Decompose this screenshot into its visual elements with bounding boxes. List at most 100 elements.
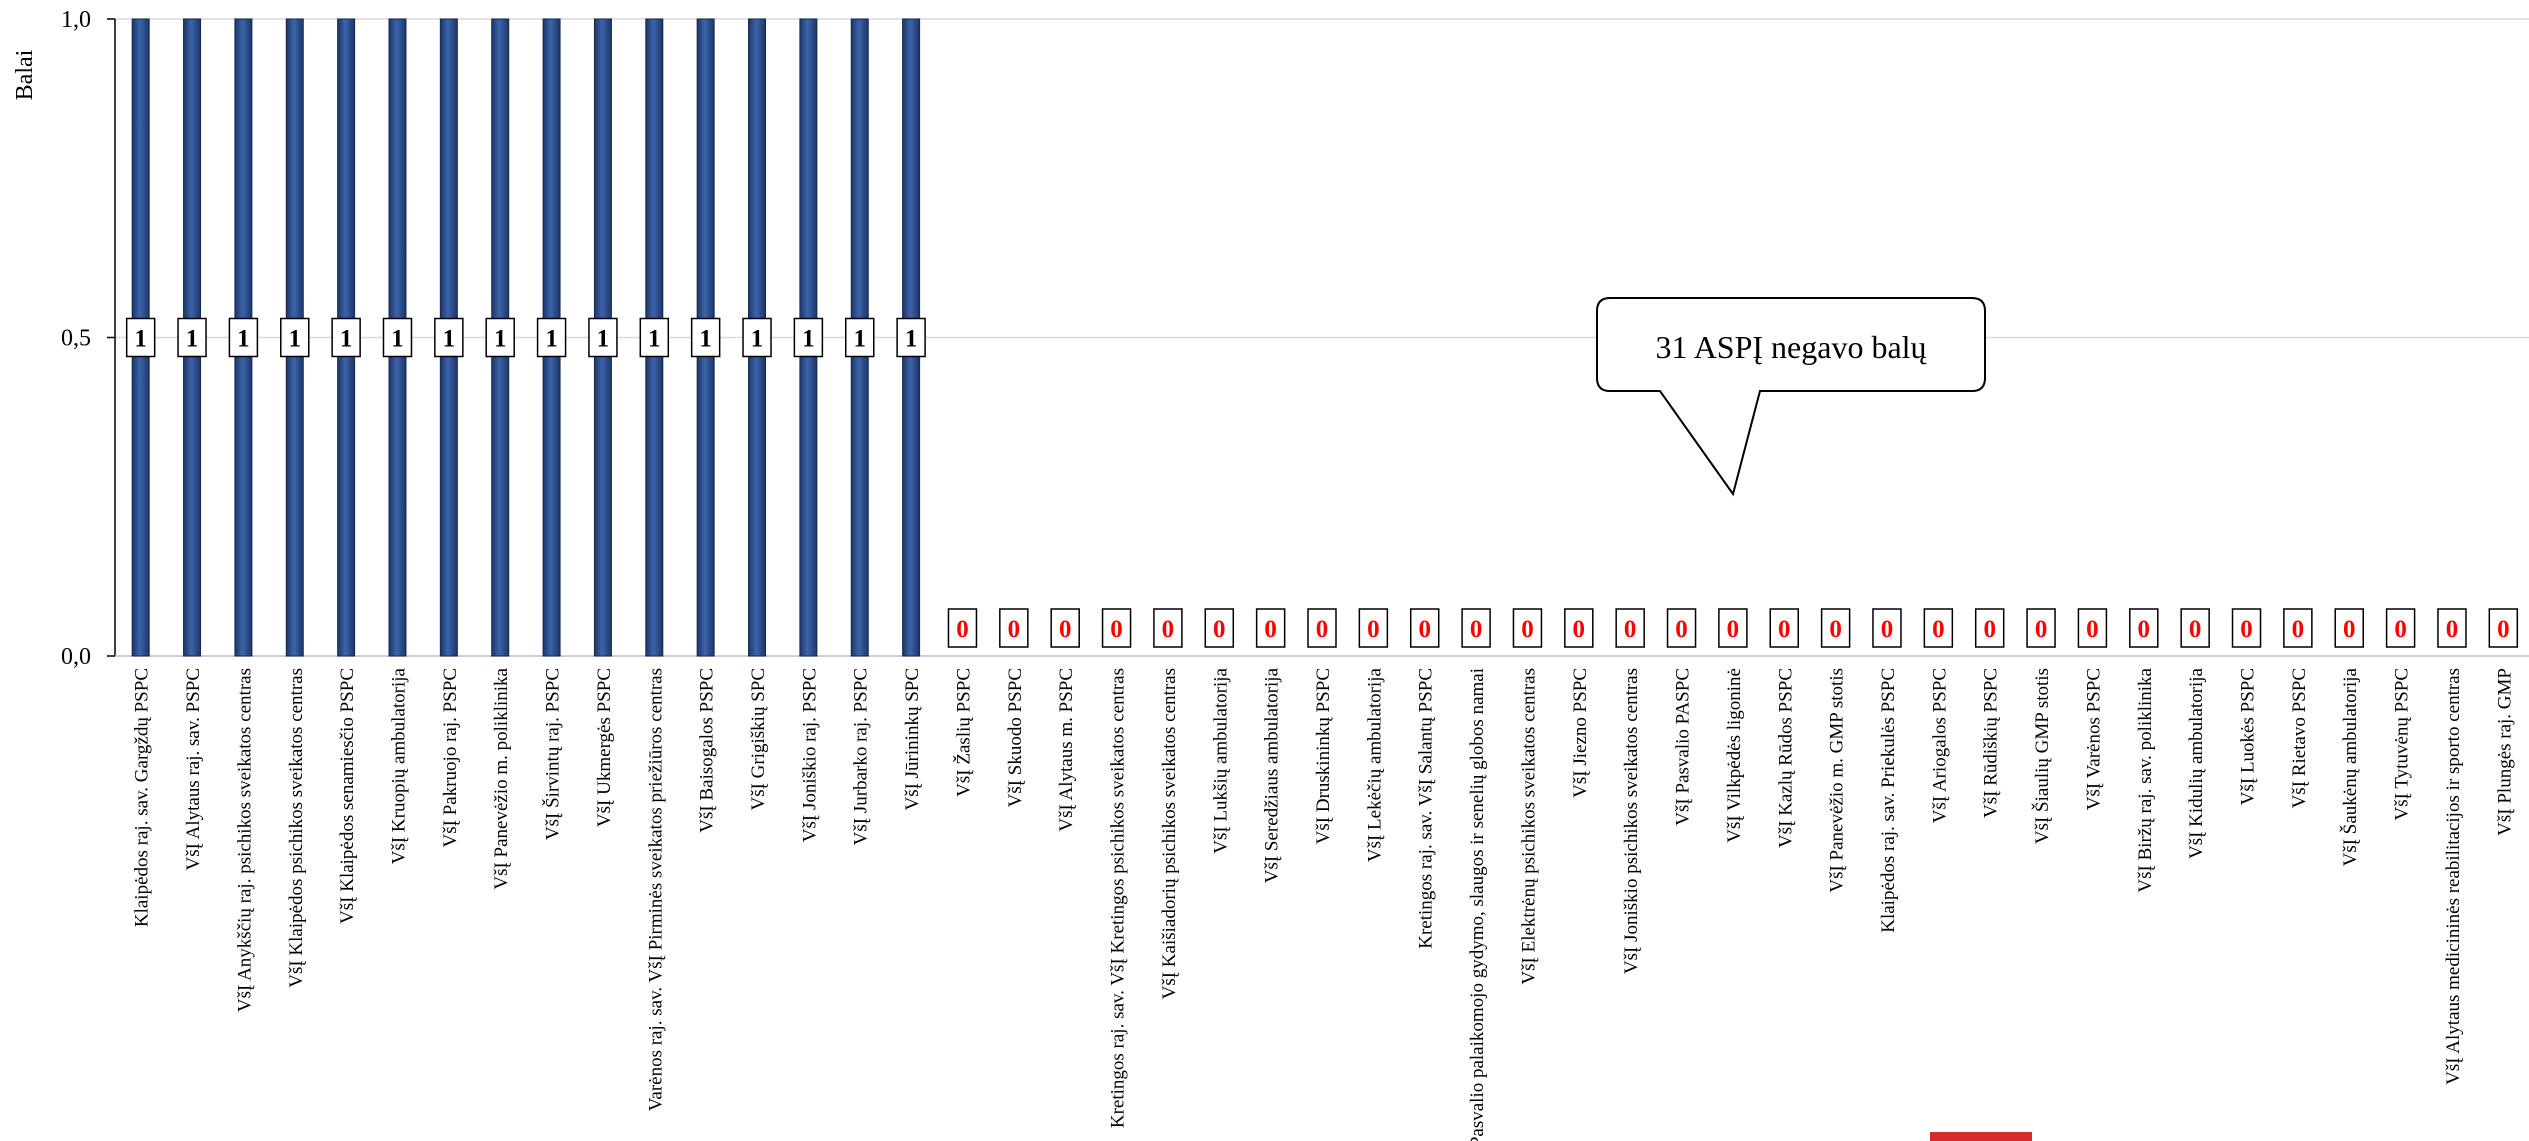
data-label: 0 — [2292, 616, 2305, 643]
data-label-box — [2231, 608, 2262, 648]
data-label: 0 — [1008, 616, 1021, 643]
data-label-box — [639, 317, 670, 358]
data-label: 0 — [2035, 616, 2048, 643]
x-tick-label: VšĮ Kruopių ambulatorija — [388, 667, 409, 864]
data-label-box — [742, 317, 772, 358]
x-tick-label: VšĮ Kaišiadorių psichikos sveikatos cent… — [1159, 668, 1180, 999]
x-tick-label: VšĮ Klaipėdos psichikos sveikatos centra… — [286, 668, 307, 988]
x-tick-label: VšĮ Jiezno PSPC — [1570, 668, 1591, 798]
data-label-box — [2283, 608, 2313, 648]
x-tick-label: VšĮ Varėnos PSPC — [2083, 668, 2104, 810]
data-label-box — [690, 317, 721, 358]
data-label-box — [588, 317, 618, 358]
x-tick-label: VšĮ Jurbarko raj. PSPC — [851, 668, 872, 845]
y-tick-label: 0,0 — [61, 644, 91, 670]
x-tick-label: VšĮ Grigiškių SPC — [748, 668, 769, 811]
data-label: 0 — [2240, 616, 2253, 643]
data-label: 0 — [1829, 616, 1842, 643]
data-label-box — [1564, 608, 1594, 648]
x-tick-labels: Klaipėdos raj. sav. Gargždų PSPC VšĮ Alyt… — [132, 667, 2516, 1141]
legend-marker — [1930, 1132, 2032, 1141]
data-label: 0 — [2086, 616, 2099, 643]
data-label: 0 — [1521, 616, 1534, 643]
data-label-box — [2488, 608, 2519, 648]
x-tick-label: VšĮ Pasvalio palaikomojo gydymo, slaugos… — [1467, 668, 1488, 1141]
x-tick-label: VšĮ Kidulių ambulatorija — [2186, 667, 2207, 859]
data-label: 0 — [2446, 616, 2459, 643]
data-label: 0 — [1675, 616, 1688, 643]
data-label-box — [228, 317, 259, 358]
y-tick-label: 1,0 — [61, 7, 91, 33]
x-tick-label: VšĮ Baisogalos PSPC — [697, 668, 718, 833]
data-label: 0 — [956, 616, 969, 643]
x-tick-label: VšĮ Pasvalio PASPC — [1673, 668, 1694, 826]
x-tick-label: VšĮ Vilkpėdės ligoninė — [1724, 668, 1745, 843]
data-label: 1 — [494, 326, 507, 353]
data-label-box — [1409, 608, 1440, 648]
data-label: 0 — [2189, 616, 2202, 643]
x-tick-label: Kretingos raj. sav. VšĮ Kretingos psichi… — [1108, 668, 1129, 1128]
data-label: 0 — [1213, 616, 1226, 643]
data-label-box — [2437, 608, 2467, 648]
data-label: 1 — [545, 326, 558, 353]
data-label: 1 — [237, 326, 250, 353]
data-label: 0 — [1727, 616, 1740, 643]
data-label: 1 — [597, 326, 610, 353]
x-tick-label: VšĮ Lukšių ambulatorija — [1210, 667, 1231, 853]
data-label-box — [1512, 608, 1543, 648]
data-label: 1 — [391, 326, 404, 353]
data-label-box — [280, 317, 310, 358]
data-label: 0 — [1264, 616, 1277, 643]
x-tick-label: VšĮ Joniškio psichikos sveikatos centras — [1621, 668, 1642, 974]
x-tick-label: VšĮ Šaukėnų ambulatorija — [2339, 667, 2361, 866]
data-label: 0 — [1624, 616, 1637, 643]
data-label: 0 — [1778, 616, 1791, 643]
x-tick-label: VšĮ Širvintų raj. PSPC — [542, 668, 564, 840]
x-tick-label: VšĮ Panevėžio m. GMP stotis — [1827, 668, 1848, 893]
x-tick-label: VšĮ Panevėžio m. poliklinika — [491, 667, 512, 889]
data-label: 0 — [2138, 616, 2151, 643]
gridlines — [115, 18, 2529, 339]
data-label-box — [1307, 608, 1337, 648]
data-label-box — [485, 317, 515, 358]
data-label-box — [1153, 608, 1183, 648]
x-tick-label: VšĮ Pakruojo raj. PSPC — [440, 668, 461, 847]
y-tick-label: 0,5 — [61, 326, 91, 352]
data-label: 1 — [751, 326, 764, 353]
data-label-box — [2334, 608, 2364, 648]
data-label: 0 — [2394, 616, 2407, 643]
data-label: 1 — [648, 326, 661, 353]
data-label: 0 — [1932, 616, 1945, 643]
x-tick-label: Varėnos raj. sav. VšĮ Pirminės sveikatos… — [645, 668, 666, 1111]
axes — [107, 18, 2529, 657]
bars — [131, 18, 921, 657]
x-tick-label: VšĮ Klaipėdos senamiesčio PSPC — [337, 668, 358, 924]
x-tick-label: VšĮ Rūdiškių PSPC — [1981, 668, 2002, 818]
data-label-box — [1974, 608, 2005, 648]
data-label: 0 — [1367, 616, 1380, 643]
data-label: 1 — [186, 326, 199, 353]
data-label: 0 — [1316, 616, 1329, 643]
data-label-box — [2026, 608, 2056, 648]
y-axis-label: Balai — [12, 49, 38, 100]
data-label-box — [1101, 608, 1132, 648]
x-tick-label: Klaipėdos raj. sav. Gargždų PSPC — [132, 668, 153, 927]
data-label: 1 — [134, 326, 147, 353]
x-tick-label: VšĮ Skuodo PSPC — [1005, 668, 1026, 807]
data-label: 0 — [2343, 616, 2356, 643]
callout-shape — [1596, 297, 1986, 497]
x-tick-label: VšĮ Alytaus m. PSPC — [1056, 668, 1077, 832]
data-label: 0 — [1162, 616, 1175, 643]
data-label-box — [1872, 608, 1902, 648]
data-label-box — [947, 608, 978, 648]
data-label: 1 — [699, 326, 712, 353]
x-tick-label: VšĮ Druskininkų PSPC — [1313, 668, 1334, 844]
callout-bubble: 31 ASPĮ negavo balų — [1596, 297, 1986, 497]
x-tick-label: VšĮ Joniškio raj. PSPC — [799, 668, 820, 842]
data-labels: 1 1 1 1 1 1 1 1 1 1 1 1 1 1 1 1 0 0 0 0 0 0 0 0 0 0 0 0 0 0 0 0 0 0 0 0 0 0 0 0… — [125, 317, 2519, 648]
data-label-box — [382, 317, 413, 358]
data-label-box — [1204, 608, 1235, 648]
data-label-box — [793, 317, 824, 358]
data-label-box — [536, 317, 567, 358]
